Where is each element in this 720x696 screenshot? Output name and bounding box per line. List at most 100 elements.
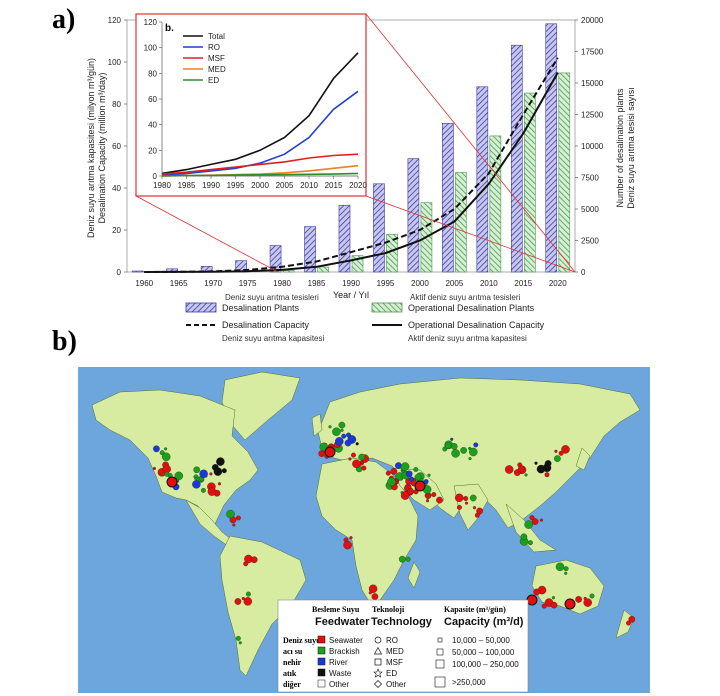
x-tick-label: 1985: [308, 279, 326, 288]
plant-markers: [152, 421, 636, 645]
x-tick-label: 1975: [239, 279, 257, 288]
plant-marker: [209, 472, 213, 476]
plant-marker: [554, 449, 558, 453]
capacity-label: 10,000 – 50,000: [452, 636, 510, 645]
chart-a-legend: Deniz suyu arıtma tesisleri Desalination…: [185, 293, 545, 343]
inset-legend-label: Total: [208, 32, 225, 41]
capacity-title: Capacity (m³/d): [444, 616, 524, 628]
plant-marker: [524, 520, 533, 529]
capacity-size-swatch: [435, 659, 445, 669]
legend-op-plants-swatch: [371, 302, 403, 313]
plant-marker: [463, 496, 469, 501]
plant-marker: [403, 485, 409, 491]
legend-op-plants-tr: Aktif deniz suyu arıtma tesisleri: [410, 293, 520, 302]
bar-operational-plants: [455, 172, 467, 273]
plant-marker: [164, 447, 168, 451]
technology-label: ED: [386, 669, 397, 678]
plant-marker: [234, 598, 242, 605]
y-left-tick-label: 80: [112, 100, 121, 109]
line-operational-capacity: [144, 72, 559, 273]
plant-marker: [520, 533, 528, 541]
x-tick-label: 2005: [445, 279, 463, 288]
plant-marker: [221, 468, 227, 474]
bar-plants: [131, 270, 144, 273]
inset-y-tick-label: 40: [148, 121, 157, 130]
bar-plants: [442, 123, 454, 273]
capacity-title-tr: Kapasite (m³/gün): [444, 605, 506, 614]
plant-marker: [534, 461, 538, 465]
plant-marker: [469, 494, 477, 502]
x-tick-label: 1960: [135, 279, 153, 288]
feedwater-label: Seawater: [329, 636, 363, 645]
inset-y-tick-label: 100: [144, 44, 158, 53]
zoom-line-bottom: [365, 195, 576, 273]
inset-x-tick-label: 2010: [300, 181, 318, 190]
y-right-tick-label: 2500: [581, 237, 599, 246]
plant-marker: [589, 593, 595, 599]
plant-marker: [405, 556, 411, 562]
inset-y-tick-label: 60: [148, 95, 157, 104]
plant-marker: [341, 433, 347, 439]
inset-title: b.: [165, 23, 174, 34]
plant-marker: [235, 515, 241, 521]
inset-x-tick-label: 2015: [325, 181, 343, 190]
plant-marker: [335, 437, 344, 446]
y-right-tick-label: 10000: [581, 142, 604, 151]
plant-marker: [550, 601, 558, 609]
plant-marker: [468, 457, 472, 461]
bar-plants: [304, 226, 316, 273]
plant-marker: [400, 462, 410, 471]
inset-legend-label: ED: [208, 76, 219, 85]
map-legend-box: [277, 599, 529, 693]
uk: [311, 413, 323, 437]
plant-marker: [427, 473, 431, 477]
technology-label: MED: [386, 647, 404, 656]
plant-marker: [192, 480, 201, 489]
capacity-label: 50,000 – 100,000: [452, 648, 515, 657]
plant-marker: [349, 536, 353, 540]
plant-marker: [238, 641, 242, 645]
bar-operational-plants: [282, 270, 295, 273]
plant-marker: [216, 457, 225, 466]
plant-marker: [456, 504, 462, 510]
plant-marker: [159, 450, 165, 456]
x-tick-label: 1970: [204, 279, 222, 288]
feedwater-label-tr: Deniz suyu: [283, 636, 321, 645]
bar-plants: [545, 23, 558, 273]
plant-marker: [561, 445, 570, 454]
panel-a-label: a): [52, 4, 75, 35]
inset-y-tick-label: 20: [148, 146, 157, 155]
plant-marker: [518, 465, 525, 473]
plant-marker: [464, 501, 469, 505]
technology-title: Technology: [371, 616, 433, 628]
feedwater-swatch: [317, 679, 326, 688]
plant-marker: [226, 509, 235, 519]
inset-line-ed: [161, 172, 359, 177]
plant-marker: [207, 487, 217, 496]
capacity-label: >250,000: [452, 678, 486, 687]
plant-marker: [555, 562, 565, 572]
plant-marker: [460, 447, 467, 454]
plant-marker: [473, 442, 479, 448]
plant-marker: [431, 492, 437, 498]
plant-marker: [542, 463, 552, 473]
legend-op-capacity-en: Operational Desalination Capacity: [408, 320, 545, 330]
feedwater-label-tr: diğer: [283, 680, 301, 689]
bar-operational-plants: [524, 92, 536, 273]
legend-capacity-tr: Deniz suyu arıtma kapasitesi: [222, 334, 324, 343]
capacity-size-swatch: [434, 676, 446, 688]
plant-marker: [347, 435, 355, 443]
plant-marker: [343, 540, 352, 550]
inset-x-tick-label: 2005: [276, 181, 294, 190]
x-tick-label: 2000: [411, 279, 429, 288]
plant-marker: [352, 459, 361, 469]
feedwater-swatch: [317, 657, 326, 666]
y-left-tick-label: 120: [108, 16, 122, 25]
feedwater-label-tr: nehir: [283, 658, 302, 667]
legend-op-capacity-tr: Aktif deniz suyu arıtma kapasitesi: [408, 334, 527, 343]
x-tick-label: 1965: [170, 279, 188, 288]
y-left-label-tr: Deniz suyu arıtma kapasitesi (milyon m³/…: [86, 58, 96, 238]
plant-marker-large: [324, 446, 336, 458]
feedwater-swatch: [317, 646, 326, 655]
capacity-size-swatch: [437, 637, 443, 643]
